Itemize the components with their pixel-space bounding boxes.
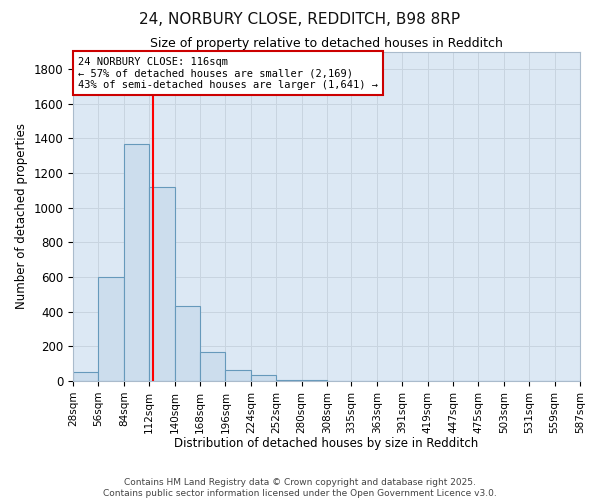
Y-axis label: Number of detached properties: Number of detached properties [15, 124, 28, 310]
Bar [73, 372, 98, 381]
Text: Contains HM Land Registry data © Crown copyright and database right 2025.
Contai: Contains HM Land Registry data © Crown c… [103, 478, 497, 498]
Bar [251, 375, 276, 381]
Bar [98, 277, 124, 381]
X-axis label: Distribution of detached houses by size in Redditch: Distribution of detached houses by size … [175, 437, 479, 450]
Text: 24 NORBURY CLOSE: 116sqm
← 57% of detached houses are smaller (2,169)
43% of sem: 24 NORBURY CLOSE: 116sqm ← 57% of detach… [78, 56, 378, 90]
Bar [175, 306, 200, 381]
Bar [124, 144, 149, 381]
Text: 24, NORBURY CLOSE, REDDITCH, B98 8RP: 24, NORBURY CLOSE, REDDITCH, B98 8RP [139, 12, 461, 28]
Title: Size of property relative to detached houses in Redditch: Size of property relative to detached ho… [150, 38, 503, 51]
Bar [226, 370, 251, 381]
Bar [200, 352, 226, 381]
Bar [302, 380, 327, 381]
Bar [276, 380, 302, 381]
Bar [149, 187, 175, 381]
